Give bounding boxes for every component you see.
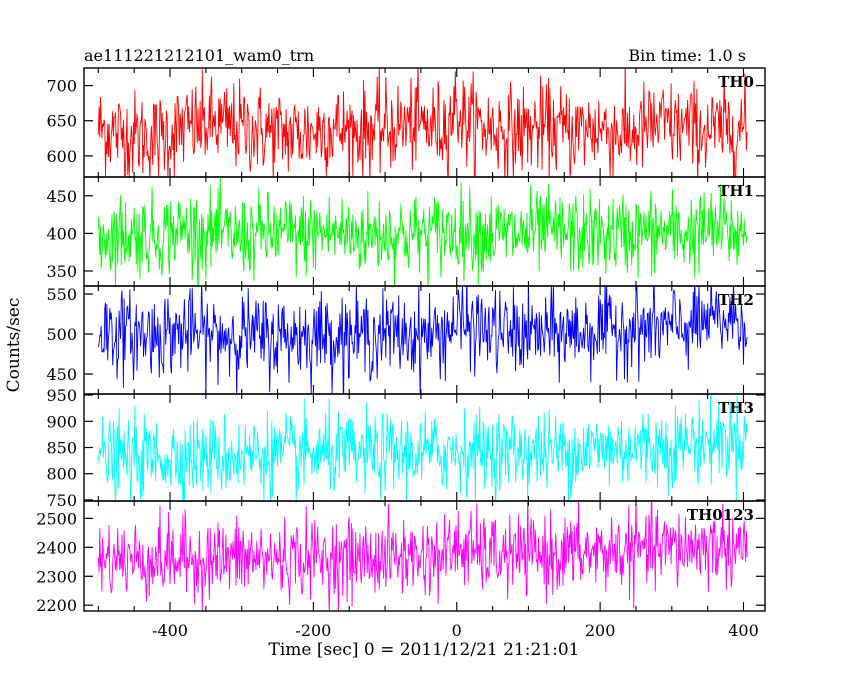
series-label-th3: TH3 (718, 399, 754, 417)
y-tick-label: 850 (46, 439, 77, 458)
y-tick-label: 500 (46, 325, 77, 344)
y-tick-label: 2400 (36, 538, 77, 557)
panel-frame (83, 67, 766, 178)
y-tick-label: 2300 (36, 567, 77, 586)
y-tick-label: 400 (46, 224, 77, 243)
panel-th2: 450 500 550 TH2 (46, 285, 766, 395)
x-tick-label: -400 (152, 621, 188, 640)
y-tick-label: 750 (46, 491, 77, 510)
y-tick-label: 450 (46, 365, 77, 384)
series-line-th0123 (97, 501, 748, 611)
panel-th0123: 2200 2300 2400 2500 TH0123 (36, 500, 766, 615)
y-tick-label: 600 (46, 147, 77, 166)
y-tick-label: 350 (46, 262, 77, 281)
series-label-th0123: TH0123 (687, 506, 754, 524)
y-tick-label: 2500 (36, 509, 77, 528)
series-line-th2 (97, 286, 748, 394)
series-line-th1 (97, 177, 748, 286)
x-tick-label: 400 (728, 621, 759, 640)
x-axis-label: Time [sec] 0 = 2011/12/21 21:21:01 (269, 640, 580, 660)
panels-group: 600 650 700 TH0 350 400 450 TH1 450 500 550 TH2 750 8… (36, 67, 766, 640)
chart-title: ae111221212101_wam0_trn (84, 46, 314, 65)
y-tick-label: 650 (46, 112, 77, 131)
y-tick-label: 2200 (36, 596, 77, 615)
series-label-th2: TH2 (718, 291, 754, 309)
series-line-th3 (97, 394, 748, 501)
x-tick-label: 0 (452, 621, 462, 640)
series-line-th0 (97, 68, 748, 177)
y-tick-label: 950 (46, 386, 77, 405)
y-tick-label: 550 (46, 285, 77, 304)
y-tick-label: 450 (46, 187, 77, 206)
panel-th1: 350 400 450 TH1 (46, 176, 766, 287)
panel-th0: 600 650 700 TH0 (46, 67, 766, 178)
y-tick-label: 900 (46, 412, 77, 431)
x-tick-label: -200 (295, 621, 331, 640)
series-label-th1: TH1 (718, 182, 754, 200)
panel-th3: 750 800 850 900 950 TH3 (46, 386, 766, 510)
series-label-th0: TH0 (718, 73, 754, 91)
bin-time-label: Bin time: 1.0 s (628, 46, 746, 65)
y-tick-label: 800 (46, 465, 77, 484)
x-tick-label: 200 (585, 621, 616, 640)
panel-frame (83, 500, 766, 612)
y-tick-label: 700 (46, 77, 77, 96)
y-axis-label: Counts/sec (4, 298, 24, 393)
